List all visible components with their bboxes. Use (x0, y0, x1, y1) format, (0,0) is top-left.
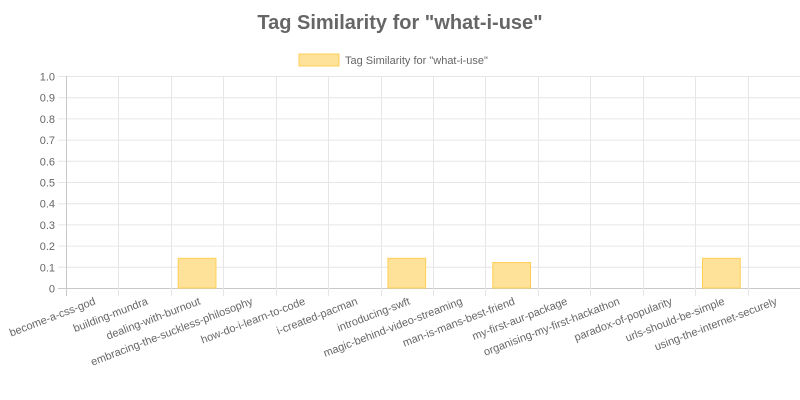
legend-label: Tag Similarity for "what-i-use" (345, 55, 488, 67)
y-tick-label: 0.6 (40, 156, 55, 168)
bar[interactable] (492, 262, 532, 289)
grid-lines (58, 76, 800, 296)
bar[interactable] (387, 257, 427, 289)
x-axis-ticks: become-a-css-godbuilding-mundradealing-w… (8, 295, 779, 368)
y-tick-label: 0.4 (40, 199, 55, 211)
bar[interactable] (177, 257, 217, 289)
bar[interactable] (701, 257, 741, 289)
legend[interactable]: Tag Similarity for "what-i-use" (298, 53, 488, 67)
y-axis-ticks: 0 0.1 0.2 0.3 0.4 0.5 0.6 0.7 0.8 0.9 1.0 (40, 72, 55, 296)
y-tick-label: 0.9 (40, 93, 55, 105)
x-tick-label: become-a-css-god (8, 296, 97, 340)
y-tick-label: 0.7 (40, 135, 55, 147)
chart-title: Tag Similarity for "what-i-use" (257, 12, 542, 34)
y-tick-label: 0.3 (40, 220, 55, 232)
y-tick-label: 0.8 (40, 114, 55, 126)
y-tick-label: 0 (49, 284, 55, 296)
legend-swatch (298, 53, 340, 67)
y-tick-label: 0.5 (40, 178, 55, 190)
y-tick-label: 1.0 (40, 72, 55, 84)
bars (177, 257, 741, 289)
y-tick-label: 0.2 (40, 241, 55, 253)
y-tick-label: 0.1 (40, 262, 55, 274)
